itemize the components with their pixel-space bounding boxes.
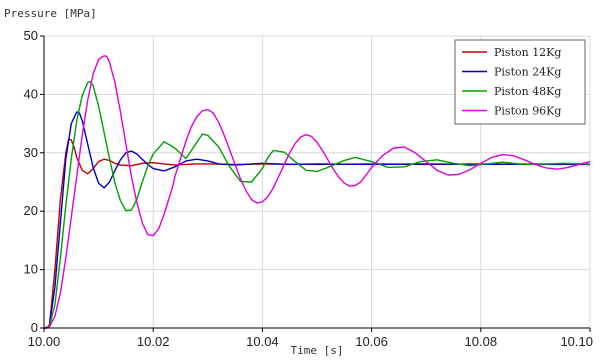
x-tick-label: 10.10 [560, 334, 593, 349]
y-tick-label: 0 [31, 320, 38, 335]
y-tick-label: 30 [24, 145, 38, 160]
legend-label: Piston 96Kg [494, 105, 561, 118]
y-tick-label: 20 [24, 203, 38, 218]
axes [43, 36, 590, 329]
y-tick-label: 40 [24, 86, 38, 101]
gridlines [43, 35, 591, 329]
legend-label: Piston 24Kg [494, 66, 561, 79]
legend-label: Piston 48Kg [494, 85, 561, 98]
series-line-4 [43, 55, 591, 329]
legend-label: Piston 12Kg [494, 46, 561, 59]
x-tick-label: 10.00 [28, 334, 61, 349]
series-line-2 [44, 111, 591, 329]
x-tick-label: 10.06 [355, 334, 388, 349]
x-ticks: 10.00 10.02 10.04 10.06 10.08 10.10 [28, 328, 593, 349]
y-axis-title: Pressure [MPa] [4, 7, 97, 20]
series-group [43, 55, 591, 329]
y-tick-label: 50 [24, 28, 38, 43]
x-axis-title: Time [s] [291, 344, 344, 357]
legend: Piston 12Kg Piston 24Kg Piston 48Kg Piston … [454, 39, 586, 125]
x-tick-label: 10.02 [137, 334, 170, 349]
x-tick-label: 10.08 [465, 334, 498, 349]
x-tick-label: 10.04 [246, 334, 279, 349]
y-tick-label: 10 [24, 262, 38, 277]
series-line-3 [43, 80, 591, 329]
y-ticks: 0 10 20 30 40 50 [24, 28, 44, 335]
